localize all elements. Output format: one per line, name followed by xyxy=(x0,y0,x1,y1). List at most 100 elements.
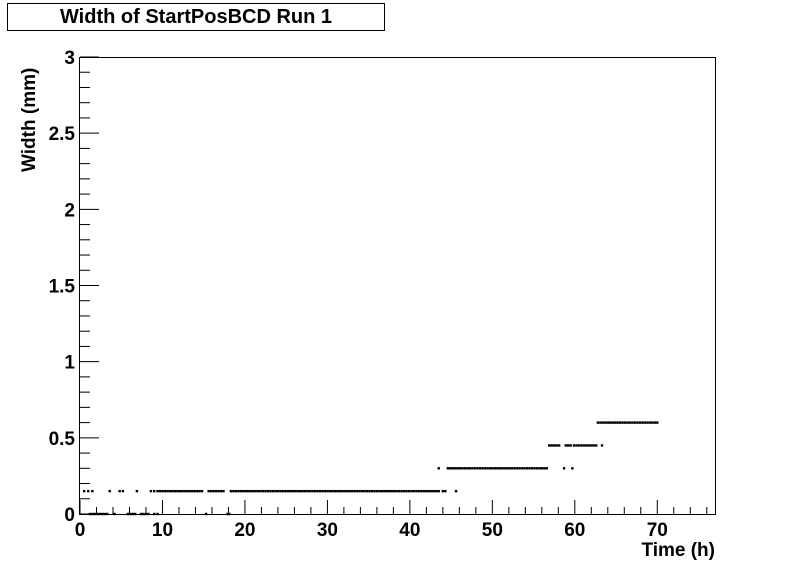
data-point xyxy=(582,444,586,447)
data-point xyxy=(643,421,647,424)
data-point xyxy=(91,512,94,516)
data-point xyxy=(410,489,413,493)
data-point xyxy=(193,489,196,493)
data-point xyxy=(279,489,282,493)
data-point xyxy=(483,467,487,470)
data-point xyxy=(190,489,194,493)
data-point xyxy=(540,467,544,470)
data-point xyxy=(604,421,607,424)
data-point xyxy=(294,489,297,493)
data-point xyxy=(118,489,121,493)
data-point xyxy=(311,489,314,493)
data-point xyxy=(348,489,351,493)
data-point xyxy=(461,467,464,470)
data-point xyxy=(441,489,445,493)
data-point xyxy=(195,489,199,493)
data-point xyxy=(446,467,450,470)
data-point xyxy=(326,489,329,493)
data-point xyxy=(606,421,609,424)
data-point xyxy=(611,421,614,424)
data-point xyxy=(93,512,97,516)
data-point xyxy=(466,467,469,470)
data-point xyxy=(601,421,605,424)
data-point xyxy=(149,489,153,493)
data-point xyxy=(286,489,290,493)
data-point xyxy=(251,489,255,493)
data-point xyxy=(113,512,116,516)
axis-ticks xyxy=(79,56,708,515)
data-point xyxy=(488,467,492,470)
data-point xyxy=(142,512,145,516)
data-point xyxy=(200,489,204,493)
data-point xyxy=(383,489,386,493)
data-point xyxy=(471,467,474,470)
data-point xyxy=(91,489,94,493)
data-point xyxy=(338,489,341,493)
data-point xyxy=(106,512,109,516)
data-point xyxy=(156,512,159,516)
data-point xyxy=(427,489,431,493)
data-point xyxy=(336,489,339,493)
data-point xyxy=(503,467,506,470)
x-tick-label: 0 xyxy=(75,520,86,541)
data-point xyxy=(308,489,312,493)
data-point xyxy=(631,421,634,424)
data-point xyxy=(623,421,627,424)
data-point xyxy=(131,512,134,516)
data-point xyxy=(548,444,551,447)
data-point xyxy=(296,489,299,493)
data-point xyxy=(420,489,423,493)
data-point xyxy=(380,489,384,493)
data-point xyxy=(501,467,504,470)
data-point xyxy=(358,489,361,493)
data-point xyxy=(153,489,156,493)
data-point xyxy=(628,421,632,424)
data-point xyxy=(572,444,576,447)
data-point xyxy=(508,467,511,470)
data-point xyxy=(616,421,619,424)
data-point xyxy=(444,489,447,493)
data-point xyxy=(163,489,167,493)
data-point xyxy=(571,467,574,470)
data-point xyxy=(648,421,652,424)
data-point xyxy=(449,467,452,470)
data-point xyxy=(298,489,302,493)
data-point xyxy=(493,467,497,470)
data-point xyxy=(161,489,164,493)
data-point xyxy=(641,421,644,424)
data-point xyxy=(596,421,600,424)
y-tick-label: 3 xyxy=(64,48,75,69)
data-point xyxy=(147,512,150,516)
x-tick-label: 10 xyxy=(152,520,173,541)
data-point xyxy=(486,467,489,470)
data-point xyxy=(370,489,374,493)
data-point xyxy=(121,489,125,493)
data-point xyxy=(284,489,287,493)
data-point xyxy=(209,489,213,493)
data-point xyxy=(491,467,494,470)
data-point xyxy=(385,489,388,493)
data-point xyxy=(626,421,629,424)
data-point xyxy=(355,489,359,493)
y-axis-title: Width (mm) xyxy=(19,68,40,172)
data-point xyxy=(276,489,280,493)
data-point xyxy=(254,489,257,493)
data-point xyxy=(82,489,86,493)
data-point xyxy=(609,421,612,424)
data-point xyxy=(458,467,462,470)
data-point xyxy=(585,444,588,447)
data-point xyxy=(153,512,156,516)
data-point xyxy=(256,489,260,493)
data-point xyxy=(274,489,277,493)
y-tick-label: 0.5 xyxy=(49,429,76,450)
data-points xyxy=(82,421,659,516)
data-point xyxy=(183,489,186,493)
data-point xyxy=(496,467,499,470)
data-point xyxy=(365,489,369,493)
x-tick-labels: 0 10 20 30 40 50 60 70 xyxy=(75,520,668,541)
x-tick-label: 20 xyxy=(234,520,255,541)
data-point xyxy=(432,489,435,493)
data-point xyxy=(313,489,317,493)
data-point xyxy=(600,444,604,447)
data-point xyxy=(528,467,531,470)
